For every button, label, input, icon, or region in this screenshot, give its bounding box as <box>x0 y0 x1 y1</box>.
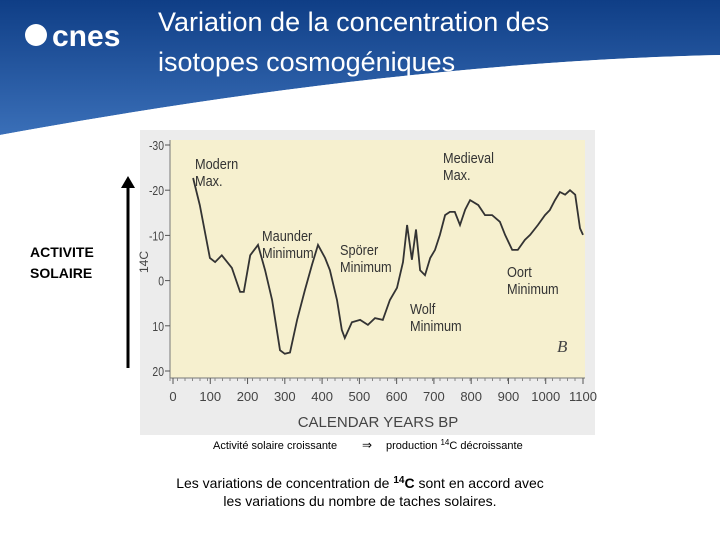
caption-arrow: ⇒ <box>362 438 372 452</box>
x-tick-label: 500 <box>349 389 371 404</box>
data-line <box>192 177 584 355</box>
annotation: Minimum <box>410 317 462 334</box>
caption-text: production <box>386 440 440 452</box>
footer-text: Les variations de concentration de <box>176 475 393 491</box>
annotation: Medieval <box>443 149 494 166</box>
y-tick-label: 10 <box>152 320 164 334</box>
caption-left: Activité solaire croissante <box>213 440 337 452</box>
footer-sup: 14 <box>393 475 405 486</box>
caption-text: C décroissante <box>449 440 522 452</box>
x-tick-label: 1000 <box>531 389 560 404</box>
logo-text: cnes <box>52 20 120 53</box>
annotation: Minimum <box>340 258 392 275</box>
x-tick-label: 1100 <box>569 389 597 404</box>
caption-right: production 14C décroissante <box>386 438 523 452</box>
annotation: Minimum <box>262 244 314 261</box>
annotation: Wolf <box>410 300 435 317</box>
plot-bg <box>170 140 585 378</box>
y-tick-label: -30 <box>149 139 164 153</box>
x-tick-label: 200 <box>237 389 259 404</box>
x-tick-label: 100 <box>199 389 221 404</box>
footer-el: C <box>404 475 414 491</box>
y-tick-label: 0 <box>158 275 164 289</box>
x-tick-label: 300 <box>274 389 296 404</box>
panel-label: B <box>557 337 568 356</box>
x-tick-label: 700 <box>423 389 445 404</box>
side-label: SOLAIRE <box>30 265 92 281</box>
footer-line: Les variations de concentration de 14C s… <box>176 475 544 491</box>
header-band <box>0 0 720 135</box>
footer-text: sont en accord avec <box>415 475 544 491</box>
title-line: Variation de la concentration des <box>158 7 549 37</box>
x-tick-label: 0 <box>169 389 176 404</box>
x-tick-label: 600 <box>386 389 408 404</box>
caption-sup: 14 <box>440 438 449 447</box>
x-axis-label: CALENDAR YEARS BP <box>298 414 459 431</box>
header-swoosh <box>0 55 720 145</box>
annotation: Oort <box>507 263 532 280</box>
annotation: Minimum <box>507 280 559 297</box>
annotation: Max. <box>443 166 471 183</box>
activity-arrowhead <box>121 176 135 188</box>
y-tick-label: -10 <box>149 229 164 243</box>
annotation: Max. <box>195 172 223 189</box>
y-tick-label: -20 <box>149 184 164 198</box>
annotation: Modern <box>195 155 238 172</box>
y-tick-label: 20 <box>152 365 164 379</box>
annotation: Spörer <box>340 241 379 258</box>
x-tick-label: 900 <box>498 389 520 404</box>
title-line: isotopes cosmogéniques <box>158 47 455 77</box>
annotation: Maunder <box>262 227 313 244</box>
footer-line: les variations du nombre de taches solai… <box>223 493 496 509</box>
logo-mark <box>25 24 47 46</box>
y-axis-label: 14C <box>137 251 151 273</box>
x-tick-label: 400 <box>311 389 333 404</box>
side-label: ACTIVITE <box>30 244 94 260</box>
x-tick-label: 800 <box>460 389 482 404</box>
